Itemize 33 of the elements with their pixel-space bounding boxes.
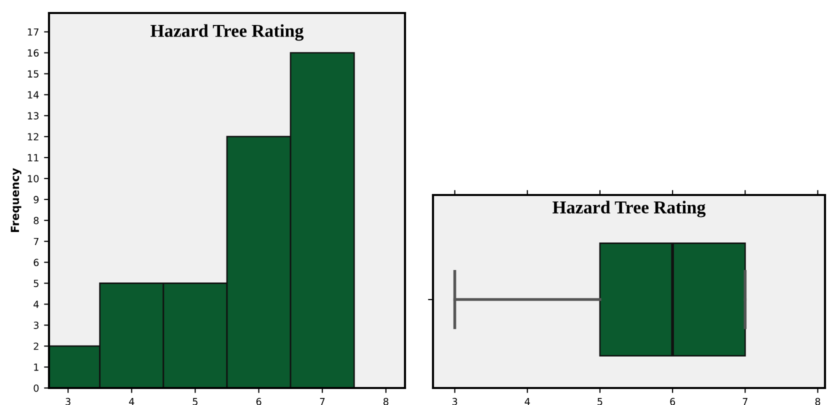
x-tick-label: 3 [452, 398, 458, 405]
x-tick-label: 5 [598, 398, 602, 405]
x-tick-label: 3 [66, 398, 70, 405]
y-tick-label: 9 [34, 196, 39, 204]
x-tick-label: 4 [129, 398, 134, 405]
y-tick-label: 0 [34, 384, 39, 392]
y-tick-label: 1 [34, 364, 38, 371]
y-tick-label: 7 [34, 238, 38, 246]
x-tick-label: 5 [192, 398, 198, 405]
y-tick-label: 17 [28, 28, 38, 36]
y-tick-label: 6 [34, 258, 39, 266]
y-tick-label: 12 [28, 133, 38, 140]
x-tick-label: 7 [742, 398, 748, 405]
y-tick-label: 13 [28, 112, 38, 120]
x-tick-label: 4 [524, 398, 530, 405]
y-axis-title: Frequency [10, 168, 22, 232]
text: Hazard Tree Rating [150, 24, 304, 41]
x-tick-label: 7 [320, 398, 325, 405]
chart-title: Hazard Tree Rating [552, 200, 706, 218]
x-tick-label: 6 [670, 398, 676, 405]
y-tick-label: 5 [34, 280, 38, 288]
y-tick-label: 10 [28, 174, 39, 182]
y-tick-label: 2 [34, 342, 38, 350]
y-tick-label: 16 [28, 49, 39, 57]
x-tick-label: 6 [256, 398, 262, 405]
y-tick-label: 15 [28, 70, 38, 78]
y-tick-label: 4 [34, 300, 39, 308]
y-tick-label: 11 [28, 154, 38, 162]
y-tick-label: 14 [28, 91, 39, 98]
y-tick-label: 3 [34, 322, 38, 329]
y-tick-label: 8 [34, 216, 39, 224]
x-tick-label: 8 [815, 398, 820, 405]
x-tick-label: 8 [383, 398, 388, 405]
